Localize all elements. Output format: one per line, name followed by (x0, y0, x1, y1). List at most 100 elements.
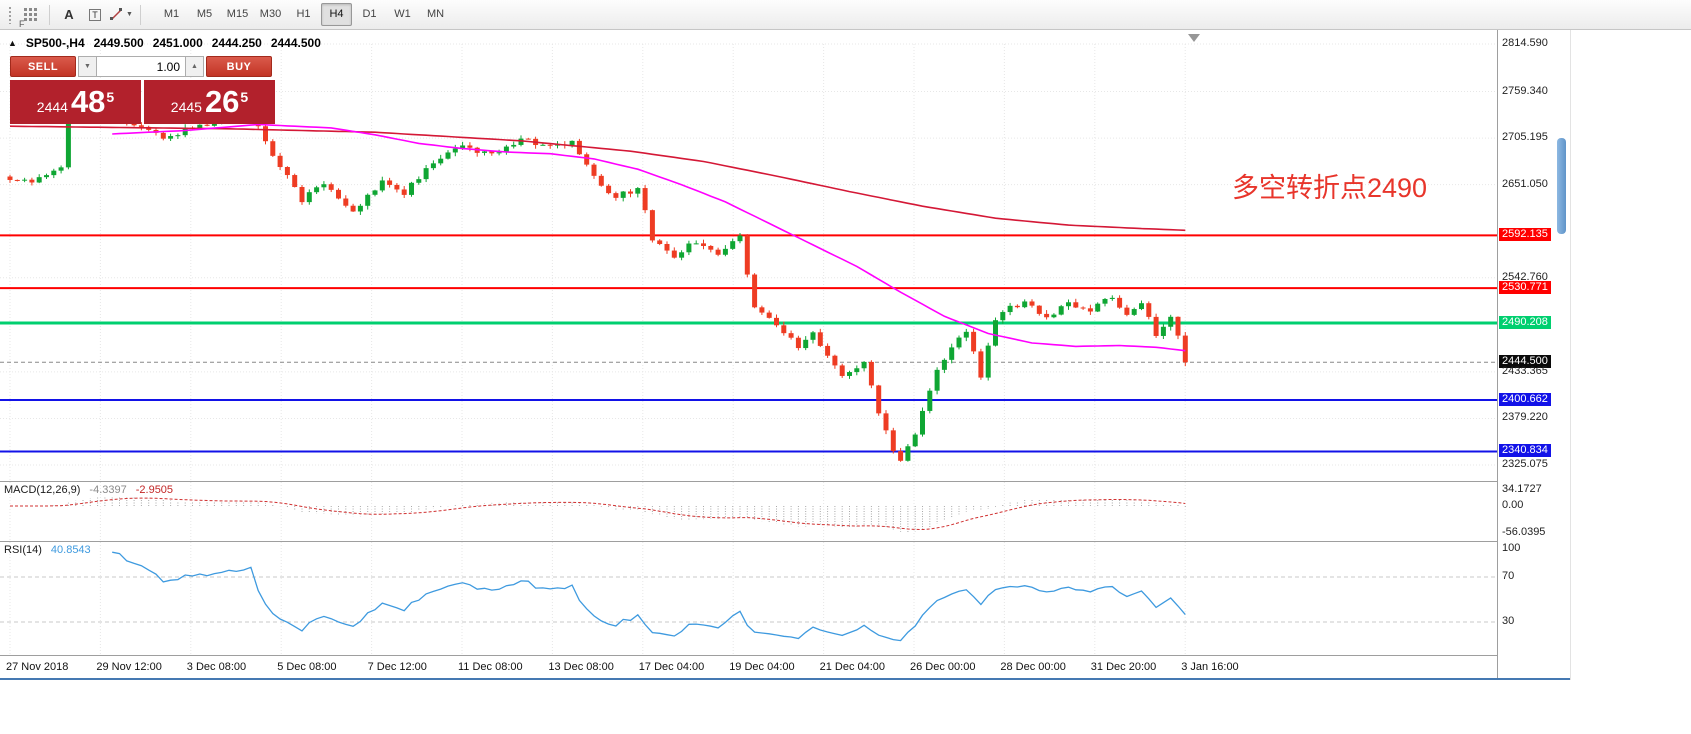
time-axis-label: 27 Nov 2018 (6, 661, 69, 673)
macd-axis-label: 0.00 (1502, 499, 1524, 511)
rsi-panel-separator[interactable] (0, 541, 1570, 542)
ask-integer: 2445 (170, 99, 202, 115)
time-axis-label: 5 Dec 08:00 (277, 661, 337, 673)
price-line-label: 2490.208 (1499, 315, 1551, 329)
ask-pipette: 5 (240, 89, 249, 105)
rsi-value: 40.8543 (50, 544, 91, 556)
price-grid-label: 2759.340 (1502, 84, 1548, 97)
toolbar-separator (49, 4, 50, 25)
macd-main-value: -4.3397 (89, 484, 127, 496)
time-axis-separator (0, 655, 1570, 656)
macd-indicator-header: MACD(12,26,9) -4.3397 -2.9505 (4, 484, 173, 496)
time-axis-label: 26 Dec 00:00 (910, 661, 976, 673)
timeframe-w1[interactable]: W1 (394, 8, 411, 20)
chart-info-header: ▲ SP500-,H4 2449.500 2451.000 2444.250 2… (8, 36, 321, 50)
time-axis-label: 7 Dec 12:00 (367, 661, 427, 673)
volume-input[interactable] (97, 56, 185, 77)
macd-signal-value: -2.9505 (135, 484, 174, 496)
time-axis-label: 29 Nov 12:00 (96, 661, 162, 673)
price-grid-label: 2325.075 (1502, 458, 1548, 471)
rsi-axis-label: 30 (1502, 615, 1515, 627)
chart-annotation: 多空转折点2490 (1232, 173, 1428, 203)
timeframe-m30[interactable]: M30 (259, 8, 282, 20)
chart-shift-marker-icon[interactable] (1188, 34, 1200, 42)
price-grid-label: 2542.760 (1502, 270, 1548, 283)
text-box-tool-button[interactable]: T (83, 4, 107, 26)
close-value: 2444.500 (270, 36, 321, 50)
sell-button[interactable]: SELL (10, 56, 76, 77)
timeframe-h1[interactable]: H1 (296, 8, 311, 20)
main-toolbar: F A T ▼ M1 M5 M15 M30 H1 H4 D1 W1 MN (0, 0, 1691, 30)
macd-name: MACD(12,26,9) (4, 484, 81, 496)
macd-axis-label: -56.0395 (1502, 525, 1546, 538)
one-click-toggle-icon[interactable]: ▲ (8, 38, 17, 48)
price-grid-label: 2379.220 (1502, 411, 1548, 424)
chart-window: ▲ SP500-,H4 2449.500 2451.000 2444.250 2… (0, 30, 1570, 680)
price-line-label: 2592.135 (1499, 228, 1551, 242)
bid-price-tile[interactable]: 2444 48 5 (10, 80, 141, 124)
high-value: 2451.000 (152, 36, 203, 50)
price-line-label: 2530.771 (1499, 281, 1551, 295)
chart-window-bottom-edge (0, 678, 1570, 680)
price-line-label: 2444.500 (1499, 355, 1551, 369)
draw-tools-button[interactable]: ▼ (109, 4, 133, 26)
price-chart-canvas[interactable] (0, 30, 1497, 680)
rsi-indicator-header: RSI(14) 40.8543 (4, 544, 91, 556)
timeframe-h4[interactable]: H4 (321, 3, 352, 26)
rsi-axis-label: 70 (1502, 570, 1515, 582)
vertical-scrollbar-thumb[interactable] (1557, 138, 1566, 234)
rsi-name: RSI(14) (4, 544, 42, 556)
window-right-edge (1570, 30, 1571, 680)
time-axis-label: 19 Dec 04:00 (729, 661, 795, 673)
time-axis-label: 21 Dec 04:00 (819, 661, 886, 673)
macd-axis-label: 34.1727 (1502, 482, 1542, 495)
time-axis-label: 11 Dec 08:00 (458, 661, 523, 673)
price-grid-label: 2814.590 (1502, 37, 1548, 49)
symbols-grid-tool-button[interactable]: F (18, 4, 42, 29)
open-value: 2449.500 (93, 36, 144, 50)
time-axis-label: 31 Dec 20:00 (1090, 661, 1157, 673)
timeframe-d1[interactable]: D1 (362, 8, 377, 20)
ask-fraction: 26 (204, 84, 240, 119)
text-label-tool-button[interactable]: A (57, 4, 81, 26)
bid-fraction: 48 (70, 84, 106, 119)
price-axis: 2814.590 2759.340 2705.195 2651.050 2592.135… (1497, 30, 1570, 680)
macd-panel-separator[interactable] (0, 481, 1570, 482)
timeframe-group: M1 M5 M15 M30 H1 H4 D1 W1 MN (155, 3, 452, 26)
timeframe-m5[interactable]: M5 (196, 8, 213, 20)
toolbar-f-label: F (19, 18, 25, 29)
time-axis: 27 Nov 2018 29 Nov 12:00 3 Dec 08:00 5 Dec … (0, 656, 1497, 678)
low-value: 2444.250 (211, 36, 262, 50)
text-label-icon: A (64, 7, 74, 22)
chevron-down-icon: ▼ (84, 63, 91, 70)
bid-pipette: 5 (106, 89, 115, 105)
trendline-icon (110, 8, 123, 20)
buy-button[interactable]: BUY (206, 56, 272, 77)
ask-price-tile[interactable]: 2445 26 5 (144, 80, 275, 124)
rsi-axis-label: 100 (1502, 542, 1521, 554)
time-axis-label: 13 Dec 08:00 (548, 661, 614, 673)
price-grid-label: 2705.195 (1502, 131, 1548, 144)
toolbar-separator (140, 4, 141, 25)
timeframe-mn[interactable]: MN (426, 8, 445, 20)
time-axis-label: 17 Dec 04:00 (638, 661, 705, 673)
text-box-icon: T (89, 8, 101, 21)
chevron-down-icon: ▼ (126, 11, 133, 18)
toolbar-drag-handle[interactable] (8, 5, 13, 24)
price-line-label: 2400.662 (1499, 393, 1551, 406)
time-axis-label: 3 Dec 08:00 (186, 661, 247, 673)
price-grid-label: 2651.050 (1502, 177, 1548, 190)
volume-increase-button[interactable]: ▲ (185, 56, 204, 77)
time-axis-label: 3 Jan 16:00 (1181, 661, 1239, 673)
symbol-timeframe-label: SP500-,H4 (25, 36, 85, 50)
price-line-label: 2340.834 (1499, 444, 1551, 458)
volume-decrease-button[interactable]: ▼ (78, 56, 97, 77)
timeframe-m15[interactable]: M15 (226, 8, 249, 20)
one-click-trading-panel: SELL ▼ ▲ BUY 2444 48 5 2445 26 5 (10, 56, 280, 124)
price-grid-label: 2433.365 (1502, 364, 1548, 377)
grid-icon (23, 8, 37, 21)
timeframe-m1[interactable]: M1 (163, 8, 180, 20)
chevron-up-icon: ▲ (191, 63, 198, 70)
time-axis-label: 28 Dec 00:00 (1000, 661, 1066, 673)
